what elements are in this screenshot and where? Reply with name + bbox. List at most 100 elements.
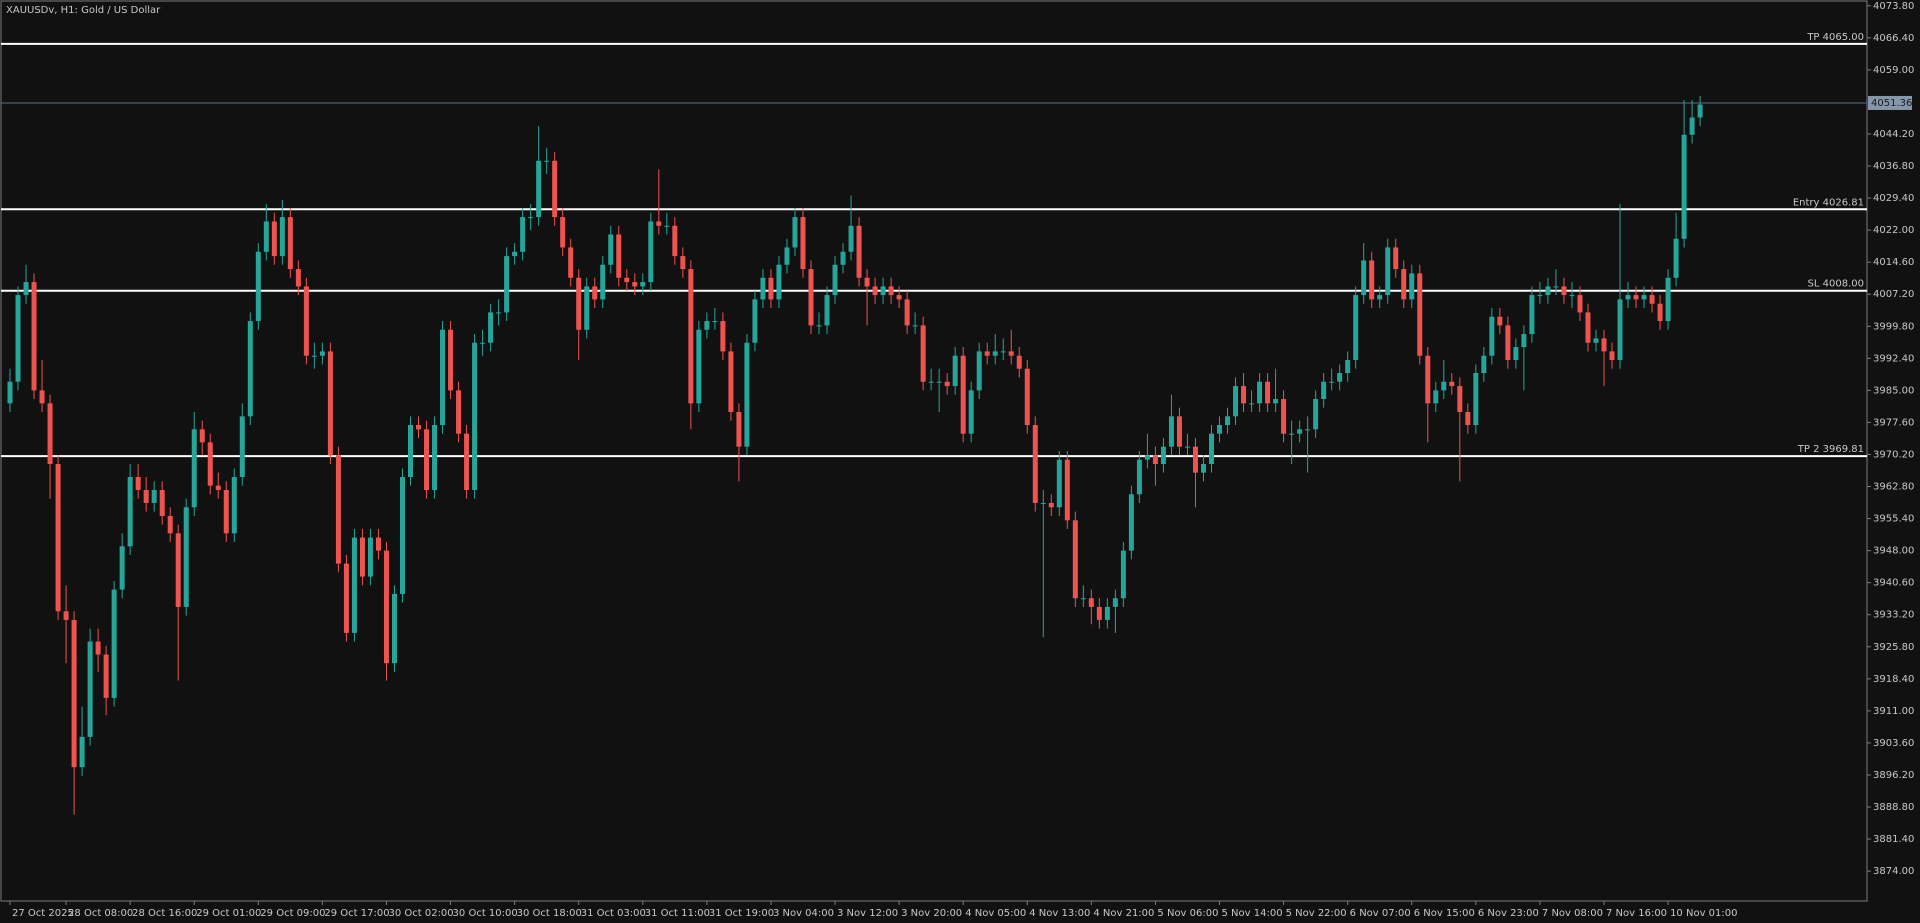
- x-tick-label: 5 Nov 06:00: [1157, 908, 1218, 919]
- x-tick-label: 30 Oct 18:00: [517, 908, 582, 919]
- candle-body: [584, 286, 590, 330]
- candle-body: [1409, 273, 1415, 300]
- y-tick-label: 4007.20: [1873, 289, 1914, 300]
- candle-body: [456, 390, 462, 434]
- y-tick-label: 4073.80: [1873, 1, 1914, 12]
- candle-body: [1128, 494, 1134, 551]
- candle-body: [608, 234, 614, 265]
- candle-body: [568, 247, 574, 278]
- candle-body: [1385, 247, 1391, 296]
- candle-body: [167, 515, 173, 534]
- candle-body: [1609, 351, 1615, 361]
- candle-body: [1064, 459, 1070, 521]
- candle-body: [696, 329, 702, 404]
- chart-title: XAUUSDv, H1: Gold / US Dollar: [6, 5, 161, 16]
- x-tick-label: 7 Nov 08:00: [1542, 908, 1603, 919]
- candle-body: [592, 286, 598, 300]
- candle-body: [1585, 312, 1591, 343]
- candle-body: [183, 507, 189, 607]
- candle-body: [1329, 381, 1335, 383]
- candle-body: [343, 563, 349, 633]
- candle-body: [1529, 295, 1535, 335]
- candle-body: [23, 282, 29, 296]
- candle-body: [784, 247, 790, 265]
- candle-body: [1369, 260, 1375, 300]
- candle-body: [808, 269, 814, 326]
- x-tick-label: 6 Nov 23:00: [1478, 908, 1539, 919]
- candle-body: [664, 225, 670, 227]
- candle-body: [944, 381, 950, 387]
- candle-body: [504, 256, 510, 313]
- x-tick-label: 6 Nov 15:00: [1414, 908, 1475, 919]
- y-tick-label: 3874.00: [1873, 866, 1914, 877]
- x-tick-label: 6 Nov 07:00: [1350, 908, 1411, 919]
- candle-body: [1297, 429, 1303, 434]
- candle-body: [984, 351, 990, 356]
- bid-label-box: [1868, 95, 1912, 110]
- candle-body: [648, 221, 654, 283]
- candle-body: [1681, 134, 1687, 239]
- candle-body: [864, 277, 870, 287]
- candle-body: [656, 221, 662, 226]
- x-tick-label: 3 Nov 12:00: [837, 908, 898, 919]
- candle-body: [1345, 360, 1351, 374]
- candle-body: [528, 217, 534, 219]
- candle-body: [1545, 286, 1551, 296]
- y-tick-label: 3903.60: [1873, 738, 1914, 749]
- candle-body: [263, 221, 269, 252]
- candle-body: [1321, 381, 1327, 400]
- x-tick-label: 4 Nov 05:00: [965, 908, 1026, 919]
- candle-body: [215, 485, 221, 490]
- candle-body: [375, 537, 381, 551]
- candle-body: [856, 225, 862, 278]
- candle-body: [1521, 334, 1527, 348]
- candle-body: [976, 351, 982, 391]
- candle-body: [135, 476, 141, 490]
- candle-body: [1441, 381, 1447, 391]
- candle-body: [1072, 520, 1078, 599]
- candle-body: [1625, 295, 1631, 300]
- y-tick-label: 3940.60: [1873, 578, 1914, 589]
- candle-body: [1136, 459, 1142, 495]
- candle-body: [1016, 355, 1022, 369]
- candle-body: [1537, 295, 1543, 297]
- candle-body: [1497, 316, 1503, 326]
- candle-body: [319, 351, 325, 356]
- y-tick-label: 3911.00: [1873, 706, 1914, 717]
- candle-body: [1481, 355, 1487, 374]
- candle-body: [600, 264, 606, 300]
- candle-body: [399, 476, 405, 594]
- candle-body: [15, 295, 21, 382]
- y-tick-label: 3925.80: [1873, 642, 1914, 653]
- x-tick-label: 31 Oct 11:00: [645, 908, 710, 919]
- candle-body: [7, 381, 13, 404]
- candle-body: [720, 321, 726, 352]
- candle-body: [960, 355, 966, 434]
- candle-body: [1673, 238, 1679, 278]
- candle-body: [872, 286, 878, 296]
- candle-body: [1192, 446, 1198, 473]
- plot-area: TP 4065.00 Entry 4026.81 SL 4008.00 TP 2 39…: [1, 32, 1867, 815]
- candle-body: [1024, 368, 1030, 426]
- candle-body: [1641, 295, 1647, 300]
- candle-body: [303, 286, 309, 356]
- candle-body: [624, 277, 630, 283]
- candle-body: [1032, 425, 1038, 503]
- candle-body: [1160, 446, 1166, 464]
- y-tick-label: 3977.60: [1873, 417, 1914, 428]
- candle-body: [1281, 399, 1287, 434]
- candle-body: [424, 429, 430, 490]
- bid-label: 4051.36: [1871, 98, 1912, 109]
- candle-body: [1561, 286, 1567, 296]
- candle-body: [888, 286, 894, 296]
- y-tick-label: 4059.00: [1873, 65, 1914, 76]
- candle-body: [1617, 299, 1623, 361]
- candle-body: [1184, 446, 1190, 448]
- candle-body: [736, 412, 742, 447]
- candle-body: [912, 325, 918, 327]
- candle-body: [1425, 355, 1431, 404]
- candle-body: [1649, 295, 1655, 304]
- candle-body: [680, 256, 686, 270]
- y-tick-label: 3881.40: [1873, 834, 1914, 845]
- candle-body: [712, 321, 718, 323]
